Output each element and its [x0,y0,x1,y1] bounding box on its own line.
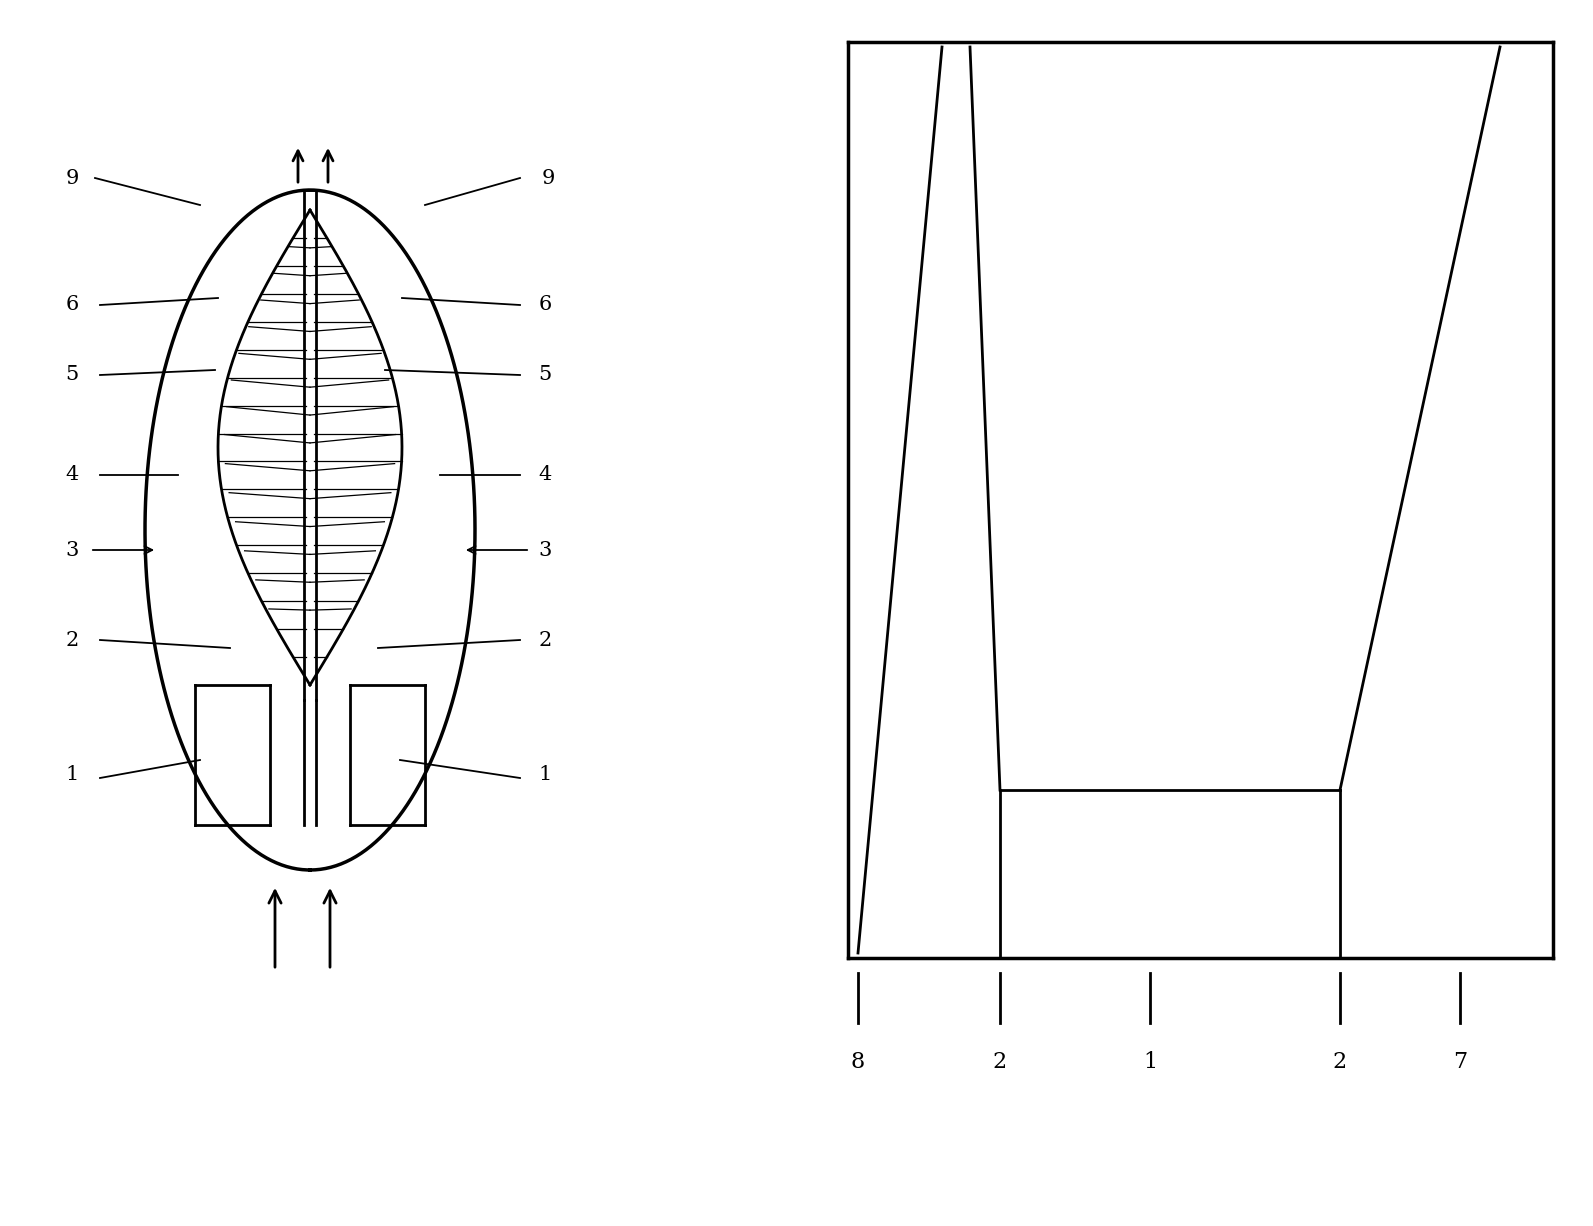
Text: 4: 4 [538,466,551,484]
Text: 5: 5 [65,365,78,385]
Text: 2: 2 [1333,1051,1348,1073]
Text: 6: 6 [65,295,78,315]
Text: 9: 9 [542,168,554,188]
Text: 6: 6 [538,295,551,315]
Text: 1: 1 [1142,1051,1157,1073]
Text: 5: 5 [538,365,551,385]
Text: 1: 1 [65,765,78,785]
Text: 3: 3 [65,541,78,559]
Text: 2: 2 [65,630,78,650]
Text: 2: 2 [992,1051,1007,1073]
Text: 4: 4 [65,466,78,484]
Text: 2: 2 [538,630,551,650]
Text: 9: 9 [65,168,78,188]
Text: 1: 1 [538,765,551,785]
Text: 7: 7 [1453,1051,1467,1073]
Text: 8: 8 [851,1051,865,1073]
Text: 3: 3 [538,541,551,559]
